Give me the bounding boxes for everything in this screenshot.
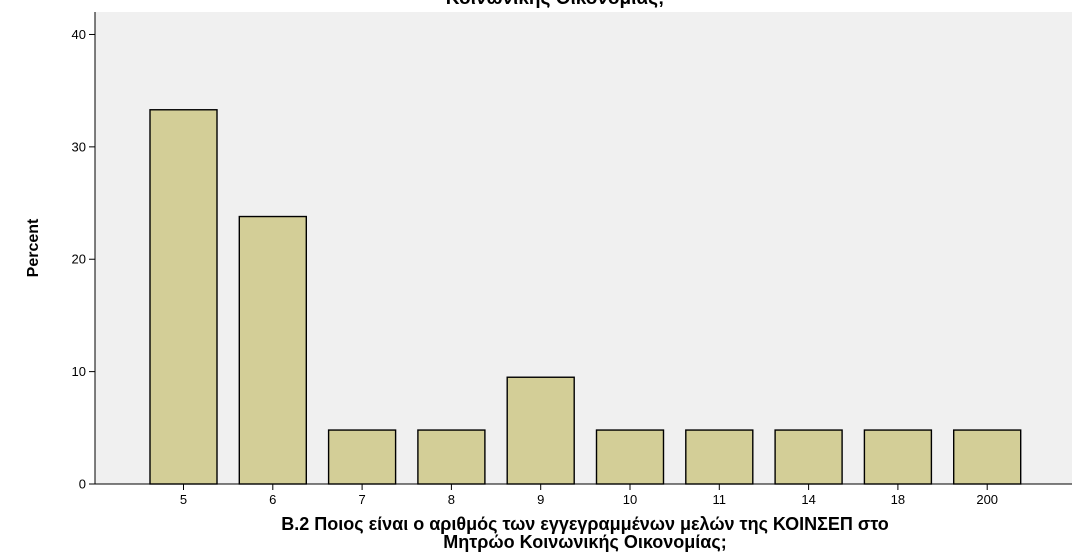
x-tick-label: 9 [537,492,544,507]
x-tick-label: 5 [180,492,187,507]
bar-6 [238,215,308,485]
x-tick-label: 200 [976,492,998,507]
bar-14 [774,429,843,485]
y-tick-label: 40 [72,27,86,42]
bar-10 [595,429,665,485]
y-tick-label: 10 [72,364,86,379]
x-tick-label: 7 [358,492,365,507]
y-tick-label: 30 [72,139,86,154]
x-tick-label: 6 [269,492,276,507]
y-tick-label: 0 [79,477,86,492]
bar-9 [506,376,575,485]
y-axis-label: Percent [25,218,42,277]
bar-7 [327,429,397,485]
x-tick-label: 10 [623,492,637,507]
x-tick-label: 8 [448,492,455,507]
x-axis-label-line-1: B.2 Ποιος είναι ο αριθμός των εγγεγραμμέ… [281,514,889,534]
x-axis-label-line-2: Μητρώο Κοινωνικής Οικονομίας; [443,532,726,552]
bar-5 [149,109,218,485]
x-tick-label: 11 [713,492,727,507]
x-tick-label: 14 [801,492,815,507]
bar-11 [685,429,754,485]
x-ticks: 5 6 7 8 9 10 11 14 18 200 [180,484,998,507]
y-ticks: 0 10 20 30 40 [72,27,95,492]
x-tick-label: 18 [891,492,905,507]
bar-8 [417,429,486,485]
bar-200 [953,429,1022,485]
y-tick-label: 20 [72,252,86,267]
bar-18 [863,429,933,485]
chart-title: Κοινωνικής Οικονομίας; [446,0,665,9]
